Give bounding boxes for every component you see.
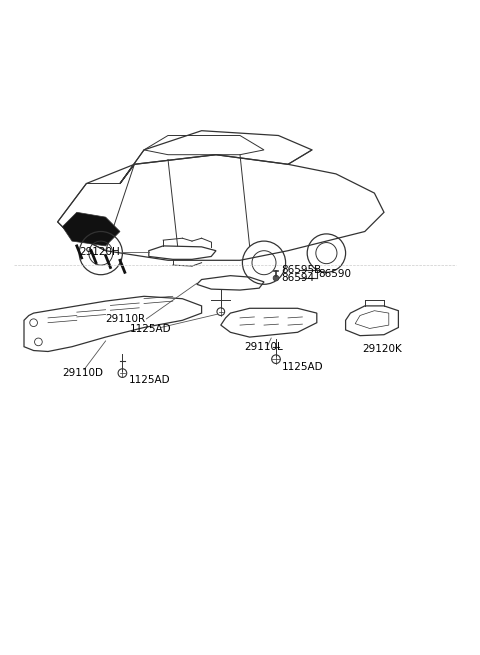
Text: 86595B: 86595B [281, 265, 321, 275]
Text: 29120H: 29120H [79, 247, 120, 257]
Text: 29110L: 29110L [244, 342, 283, 352]
Polygon shape [62, 212, 120, 246]
Circle shape [273, 275, 279, 281]
Text: 1125AD: 1125AD [129, 375, 170, 385]
Text: 86590: 86590 [319, 269, 352, 279]
Text: 29110D: 29110D [62, 367, 103, 378]
Text: 1125AD: 1125AD [130, 324, 171, 334]
Text: 29120K: 29120K [362, 344, 402, 354]
Text: 86594: 86594 [281, 273, 314, 283]
Text: 29110R: 29110R [106, 314, 146, 324]
Text: 1125AD: 1125AD [282, 362, 324, 372]
